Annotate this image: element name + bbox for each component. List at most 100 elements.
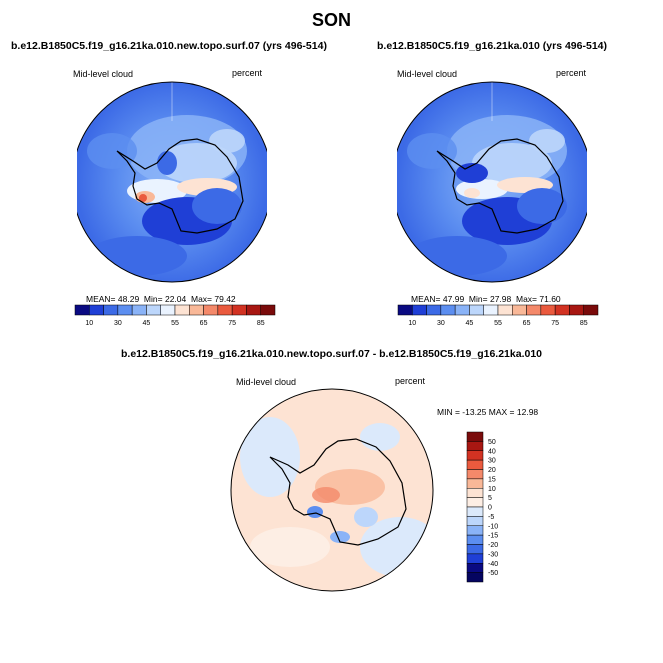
diff-title: b.e12.B1850C5.f19_g16.21ka.010.new.topo.… bbox=[120, 348, 543, 360]
left-colorbar-swatch bbox=[160, 304, 176, 316]
right-units-label: percent bbox=[556, 68, 587, 78]
left-mean-value: 48.29 bbox=[117, 294, 140, 304]
right-colorbar-swatch bbox=[454, 304, 470, 316]
diff-colorbar-tick-label: 30 bbox=[488, 458, 496, 465]
diff-colorbar-tick-label: -40 bbox=[488, 561, 498, 568]
left-coastline bbox=[116, 138, 244, 234]
diff-min-label: MIN = bbox=[437, 407, 460, 417]
diff-colorbar-swatch bbox=[466, 441, 484, 451]
diff-colorbar-tick-label: -5 bbox=[488, 514, 494, 521]
diff-colorbar-swatch bbox=[466, 497, 484, 508]
left-colorbar-swatch bbox=[103, 304, 119, 316]
right-colorbar-tick-label: 55 bbox=[494, 320, 502, 327]
left-colorbar-tick-label: 55 bbox=[171, 320, 179, 327]
right-max-label: Max= bbox=[515, 294, 538, 304]
diff-colorbar-tick-label: 15 bbox=[488, 476, 496, 483]
left-colorbar-tick-label: 85 bbox=[257, 320, 265, 327]
right-colorbar-swatch bbox=[469, 304, 484, 316]
left-colorbar-swatch bbox=[174, 304, 190, 316]
diff-colorbar-swatch bbox=[466, 572, 484, 583]
right-mean-value: 47.99 bbox=[442, 294, 465, 304]
left-min-value: 22.04 bbox=[164, 294, 187, 304]
diff-colorbar-tick-label: -10 bbox=[488, 523, 498, 530]
diff-map bbox=[230, 388, 434, 592]
left-colorbar-swatch bbox=[146, 304, 161, 316]
right-coastline bbox=[436, 138, 564, 234]
diff-colorbar-tick-label: -30 bbox=[488, 551, 498, 558]
left-colorbar-swatch bbox=[189, 304, 204, 316]
diff-colorbar-swatch bbox=[466, 431, 484, 442]
diff-colorbar-swatch bbox=[466, 534, 484, 545]
right-colorbar-tick-label: 85 bbox=[580, 320, 588, 327]
diff-colorbar-tick-label: 50 bbox=[488, 439, 496, 446]
diff-units-label: percent bbox=[395, 376, 426, 386]
left-colorbar-tick-label: 65 bbox=[200, 320, 208, 327]
right-colorbar-swatch bbox=[583, 304, 599, 316]
diff-colorbar-tick-label: 20 bbox=[488, 467, 496, 474]
right-colorbar-swatch bbox=[412, 304, 427, 316]
right-min-label: Min= bbox=[468, 294, 488, 304]
diff-colorbar-swatch bbox=[466, 544, 484, 555]
diff-colorbar-tick-label: 40 bbox=[488, 448, 496, 455]
diff-colorbar-swatch bbox=[466, 525, 484, 536]
right-map bbox=[397, 81, 587, 283]
right-max-value: 71.60 bbox=[539, 294, 561, 304]
left-colorbar-tick-label: 10 bbox=[85, 320, 93, 327]
right-colorbar-swatch bbox=[554, 304, 570, 316]
diff-colorbar-swatch bbox=[466, 506, 484, 517]
right-colorbar-swatch bbox=[540, 304, 556, 316]
diff-colorbar-tick-label: 5 bbox=[488, 495, 492, 502]
left-colorbar-swatch bbox=[246, 304, 261, 316]
diff-max-label: MAX = bbox=[488, 407, 515, 417]
diff-colorbar-swatch bbox=[466, 478, 484, 489]
left-case-title: b.e12.B1850C5.f19_g16.21ka.010.new.topo.… bbox=[11, 40, 327, 52]
diff-colorbar-swatch bbox=[466, 459, 484, 470]
left-variable-label: Mid-level cloud bbox=[73, 69, 134, 79]
right-colorbar: 1030455565758595 bbox=[397, 304, 599, 327]
diff-colorbar-swatch bbox=[466, 553, 484, 564]
left-colorbar-swatch bbox=[131, 304, 147, 316]
right-variable-label: Mid-level cloud bbox=[397, 69, 458, 79]
diff-min-value: -13.25 bbox=[462, 407, 487, 417]
diff-coastline bbox=[269, 438, 407, 546]
left-colorbar-swatch bbox=[89, 304, 104, 316]
diff-stats: MIN = -13.25 MAX = 12.98 bbox=[437, 407, 538, 417]
diff-variable-label: Mid-level cloud bbox=[236, 377, 297, 387]
right-colorbar-swatch bbox=[483, 304, 499, 316]
left-colorbar-tick-label: 30 bbox=[114, 320, 122, 327]
left-colorbar-swatch bbox=[260, 304, 276, 316]
right-colorbar-tick-label: 30 bbox=[437, 320, 445, 327]
diff-colorbar-tick-label: -20 bbox=[488, 542, 498, 549]
left-max-value: 79.42 bbox=[214, 294, 236, 304]
left-max-label: Max= bbox=[190, 294, 213, 304]
right-colorbar-swatch bbox=[569, 304, 584, 316]
figure-title: SON bbox=[311, 10, 351, 30]
right-colorbar-swatch bbox=[512, 304, 527, 316]
right-colorbar-swatch bbox=[526, 304, 542, 316]
diff-colorbar-tick-label: 10 bbox=[488, 486, 496, 493]
diff-colorbar-tick-label: -15 bbox=[488, 533, 498, 540]
diff-colorbar-swatch bbox=[466, 450, 484, 461]
left-colorbar-swatch bbox=[74, 304, 90, 316]
right-mean-label: MEAN= bbox=[411, 294, 441, 304]
left-colorbar-swatch bbox=[117, 304, 133, 316]
left-colorbar-swatch bbox=[217, 304, 233, 316]
left-colorbar-swatch bbox=[231, 304, 247, 316]
right-min-value: 27.98 bbox=[489, 294, 512, 304]
right-colorbar-tick-label: 10 bbox=[408, 320, 416, 327]
left-colorbar-tick-label: 45 bbox=[143, 320, 151, 327]
left-colorbar-tick-label: 75 bbox=[228, 320, 236, 327]
left-units-label: percent bbox=[232, 68, 263, 78]
right-colorbar-swatch bbox=[440, 304, 456, 316]
right-case-title: b.e12.B1850C5.f19_g16.21ka.010 (yrs 496-… bbox=[377, 40, 607, 52]
diff-colorbar-swatch bbox=[466, 516, 484, 526]
left-colorbar: 1030455565758595 bbox=[74, 304, 276, 327]
diff-colorbar-tick-label: 0 bbox=[488, 505, 492, 512]
left-colorbar-swatch bbox=[203, 304, 219, 316]
diff-colorbar-swatch bbox=[466, 488, 484, 498]
right-colorbar-tick-label: 75 bbox=[551, 320, 559, 327]
right-colorbar-tick-label: 65 bbox=[523, 320, 531, 327]
diff-colorbar-swatch bbox=[466, 563, 484, 573]
diff-colorbar-swatch bbox=[466, 469, 484, 480]
